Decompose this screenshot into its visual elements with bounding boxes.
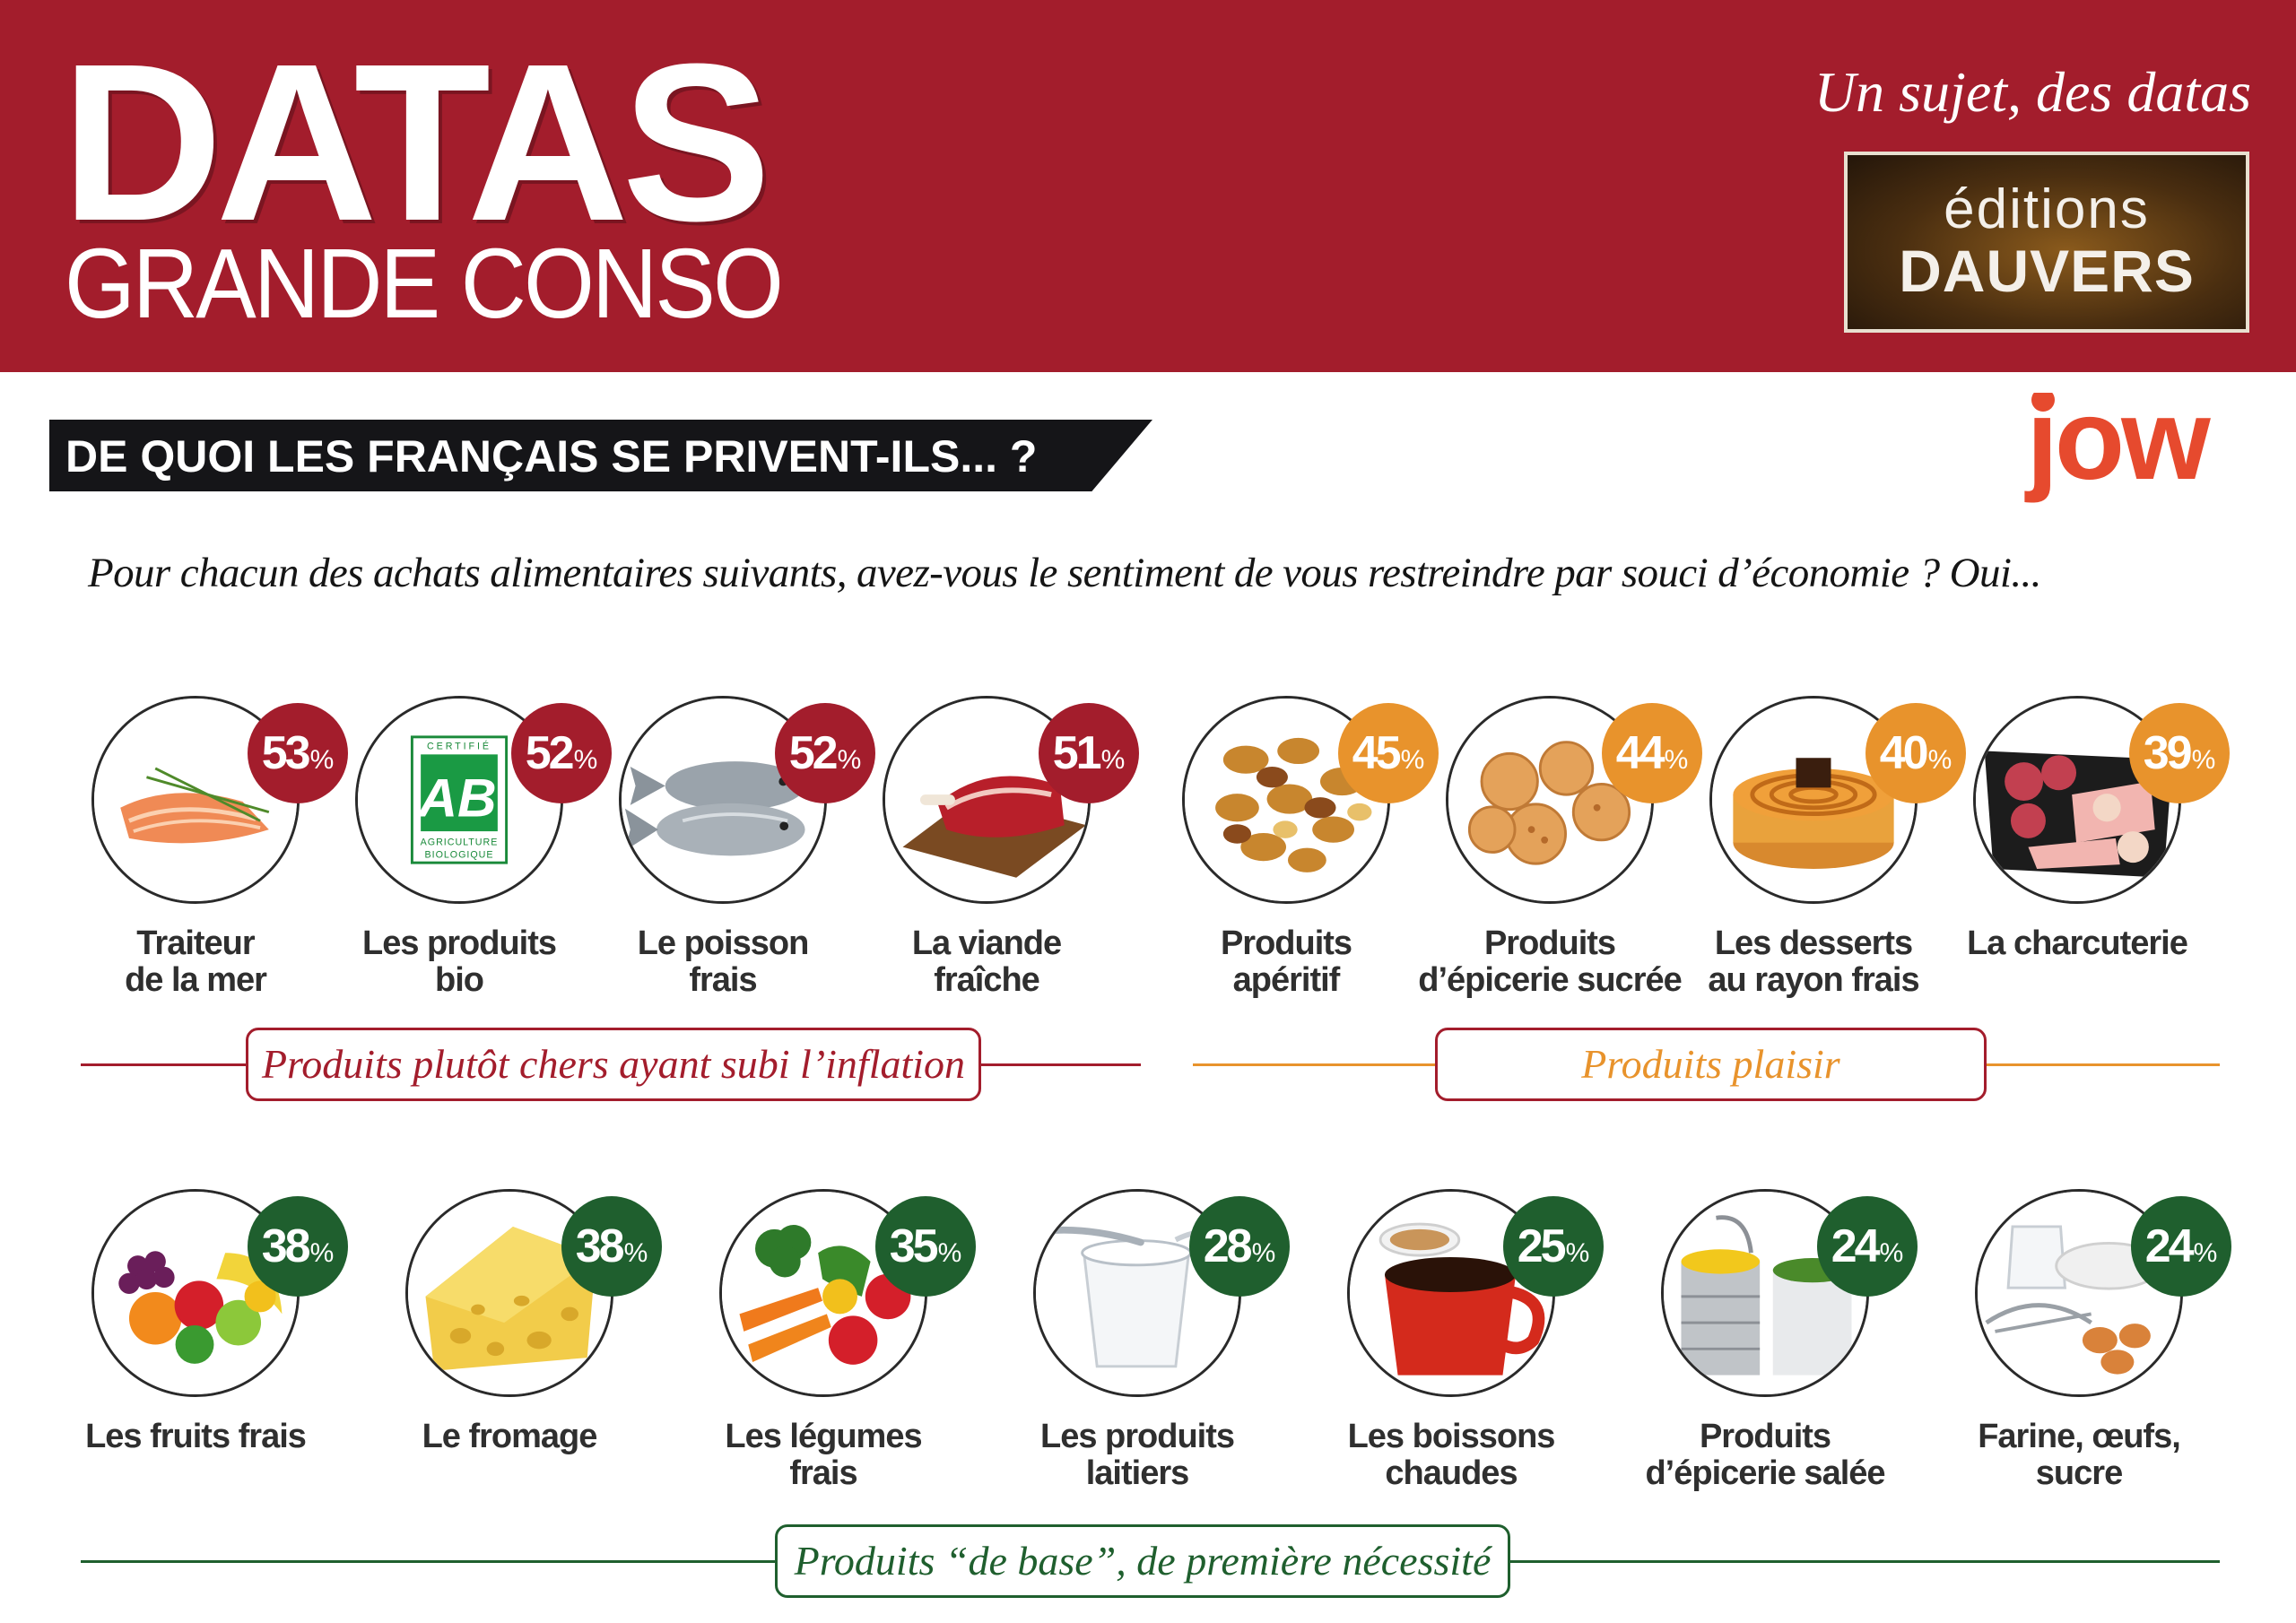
percentage-badge: 24% [2131, 1196, 2231, 1297]
percentage-value: 24 [1831, 1220, 1881, 1272]
percentage-value: 45 [1352, 727, 1402, 779]
percentage-badge: 40% [1866, 703, 1966, 803]
percent-sign: % [573, 745, 598, 775]
percentage-value: 38 [261, 1220, 311, 1272]
publisher-logo: éditions DAUVERS [1844, 152, 2249, 333]
percentage-badge: 38% [248, 1196, 348, 1297]
percentage-value: 44 [1615, 727, 1665, 779]
percent-sign: % [937, 1238, 962, 1268]
svg-text:BIOLOGIQUE: BIOLOGIQUE [425, 849, 494, 860]
percentage-badge: 39% [2129, 703, 2230, 803]
question-banner: DE QUOI LES FRANÇAIS SE PRIVENT-ILS... ? [49, 420, 1152, 491]
category-pleasure-line [1193, 1063, 1435, 1066]
category-inflation-line [981, 1063, 1141, 1066]
question-title: DE QUOI LES FRANÇAIS SE PRIVENT-ILS... ? [65, 431, 1038, 482]
publisher-logo-line2: DAUVERS [1899, 238, 2195, 304]
smoked-salmon-icon [91, 696, 300, 904]
percentage-value: 25 [1517, 1220, 1567, 1272]
category-basics-line [81, 1560, 775, 1563]
svg-text:CERTIFIÉ: CERTIFIÉ [427, 741, 491, 752]
publisher-logo-line1: éditions [1944, 178, 2150, 240]
percent-sign: % [1879, 1238, 1904, 1268]
ab-organic-logo-icon: CERTIFIÉ AB AGRICULTURE BIOLOGIQUE [355, 696, 563, 904]
percentage-badge: 52% [511, 703, 612, 803]
percentage-badge: 52% [775, 703, 875, 803]
percentage-badge: 44% [1602, 703, 1702, 803]
percent-sign: % [1927, 745, 1952, 775]
percentage-value: 28 [1203, 1220, 1253, 1272]
percent-sign: % [309, 745, 335, 775]
tart-icon [1709, 696, 1918, 904]
brand-title: DATAS [61, 17, 771, 267]
category-basics-line [1510, 1560, 2220, 1563]
percent-sign: % [1565, 1238, 1590, 1268]
percentage-value: 52 [525, 727, 575, 779]
percentage-badge: 38% [561, 1196, 662, 1297]
percentage-value: 24 [2144, 1220, 2195, 1272]
sponsor-logo: jow [2024, 393, 2214, 504]
svg-text:AB: AB [416, 768, 496, 829]
item-label: Produits d’épicerie sucrée [1418, 924, 1683, 999]
percentage-badge: 24% [1817, 1196, 1918, 1297]
percent-sign: % [1400, 745, 1425, 775]
percentage-value: 53 [261, 727, 311, 779]
percentage-value: 51 [1052, 727, 1102, 779]
item-label: Les fruits frais [85, 1418, 307, 1455]
percent-sign: % [309, 1238, 335, 1268]
item-label: Produits apéritif [1220, 924, 1352, 999]
item-label: Les produits laitiers [1039, 1418, 1235, 1492]
percentage-value: 35 [889, 1220, 939, 1272]
header-banner: DATAS GRANDE CONSO Un sujet, des datas é… [0, 0, 2296, 372]
category-pleasure-label: Produits plaisir [1435, 1028, 1987, 1101]
percentage-badge: 28% [1189, 1196, 1290, 1297]
item-label: La viande fraîche [911, 924, 1062, 999]
item-label: Les produits bio [361, 924, 557, 999]
brand-subtitle: GRANDE CONSO [65, 229, 784, 339]
percent-sign: % [1664, 745, 1689, 775]
percentage-value: 38 [575, 1220, 625, 1272]
category-basics-label: Produits “de base”, de première nécessit… [775, 1524, 1510, 1598]
percentage-value: 39 [2143, 727, 2193, 779]
percentage-badge: 25% [1503, 1196, 1604, 1297]
item-label: Farine, œufs, sucre [1978, 1418, 2181, 1492]
svg-text:AGRICULTURE: AGRICULTURE [421, 838, 499, 848]
item-label: Traiteur de la mer [125, 924, 267, 999]
category-pleasure-line [1987, 1063, 2220, 1066]
percentage-value: 40 [1879, 727, 1929, 779]
item-label: Le poisson frais [637, 924, 810, 999]
item-label: Produits d’épicerie salée [1645, 1418, 1885, 1492]
percentage-badge: 53% [248, 703, 348, 803]
item-label: Les desserts au rayon frais [1708, 924, 1919, 999]
percent-sign: % [1100, 745, 1126, 775]
sponsor-logo-dot [2031, 393, 2055, 412]
item-label: La charcuterie [1967, 924, 2188, 962]
percentage-badge: 51% [1039, 703, 1139, 803]
category-inflation-line [81, 1063, 246, 1066]
item-label: Les boissons chaudes [1347, 1418, 1556, 1492]
percent-sign: % [1251, 1238, 1276, 1268]
item-label: Le fromage [422, 1418, 598, 1455]
tagline: Un sujet, des datas [1813, 60, 2251, 124]
sponsor-logo-text: jow [2024, 393, 2211, 504]
percentage-badge: 35% [875, 1196, 976, 1297]
percentage-badge: 45% [1338, 703, 1439, 803]
percent-sign: % [837, 745, 862, 775]
percentage-value: 52 [788, 727, 839, 779]
item-label: Les légumes frais [725, 1418, 922, 1492]
percent-sign: % [2193, 1238, 2218, 1268]
category-inflation-label: Produits plutôt chers ayant subi l’infla… [246, 1028, 981, 1101]
percent-sign: % [2191, 745, 2216, 775]
percent-sign: % [623, 1238, 648, 1268]
survey-question: Pour chacun des achats alimentaires suiv… [88, 550, 2041, 596]
